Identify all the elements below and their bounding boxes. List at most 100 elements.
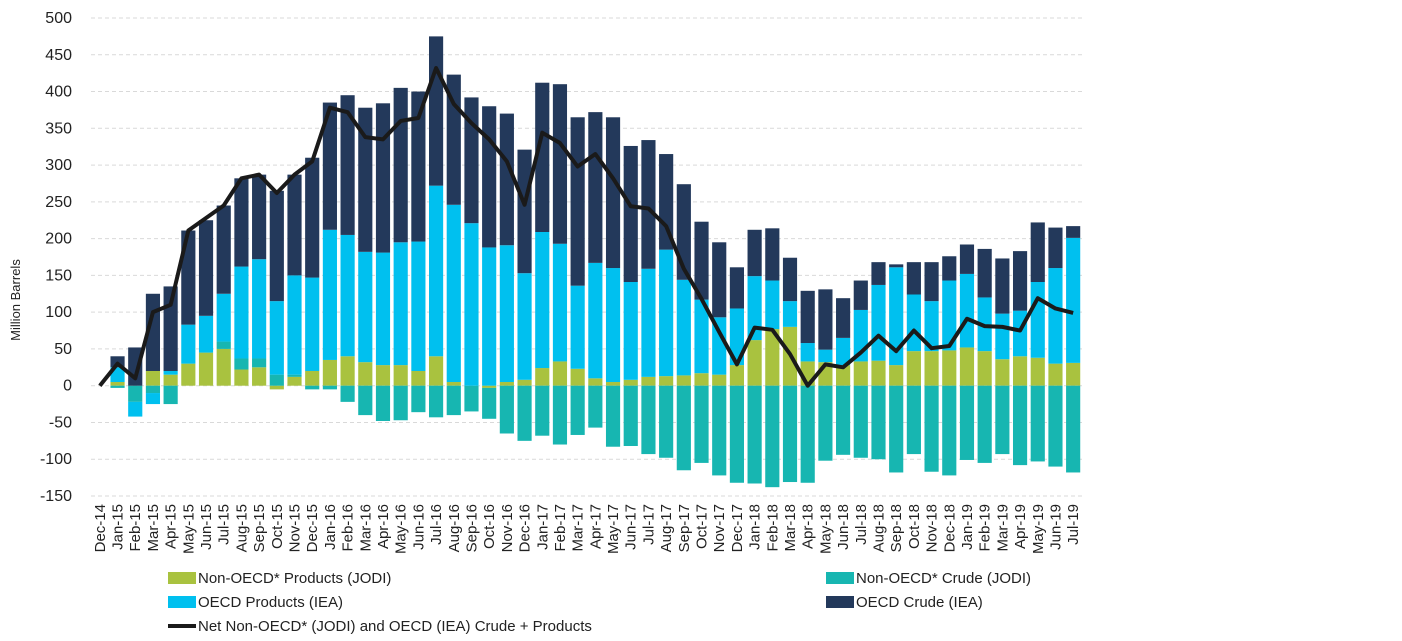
y-tick-label: 200 [45,231,72,248]
bar-segment [871,262,886,285]
x-tick-label: Feb-19 [977,504,994,552]
bar-segment [552,385,568,445]
bar-segment [252,358,267,368]
bar-segment [287,376,302,386]
y-axis-label: Million Barrels [8,259,23,341]
bar-segment [747,229,762,277]
bar-segment [517,149,532,274]
y-tick-label: 400 [45,84,72,101]
bar-segment [482,247,497,386]
bar-segment [429,185,444,357]
bar-segment [836,365,851,386]
y-tick-label: 150 [45,267,72,284]
x-tick-label: Mar-19 [994,504,1011,552]
bar-segment [889,267,904,366]
bar-segment [871,284,886,361]
bar-segment [712,374,727,386]
x-tick-label: Dec-15 [304,504,321,552]
bar-segment [995,359,1010,386]
bar-segment [411,241,426,371]
bar-segment [411,385,426,413]
x-tick-label: Dec-17 [729,504,746,552]
bar-segment [659,376,674,386]
x-tick-label: Jan-15 [110,504,127,550]
bar-segment [1048,385,1063,467]
bar-segment [570,117,585,286]
bar-segment [464,223,479,386]
bar-segment [889,264,904,268]
bar-segment [623,379,638,386]
bar-segment [853,361,868,386]
bar-segment [375,385,391,421]
x-tick-label: Jun-17 [623,504,640,550]
bar-segment [977,385,992,463]
bar-segment [446,204,461,383]
bar-segment [765,329,780,386]
bar-segment [641,385,656,455]
bar-segment [1012,385,1028,466]
bar-segment [605,385,621,447]
bar-segment [145,393,161,405]
bar-segment [216,348,231,386]
bar-segment [800,343,815,362]
bar-segment [393,385,408,421]
bar-segment [906,262,921,295]
x-tick-label: Feb-18 [764,504,781,552]
bar-segment [836,337,851,366]
bar-segment [694,385,709,463]
x-tick-label: Jan-18 [747,504,764,550]
bar-segment [287,374,302,377]
bar-segment [375,252,391,366]
bar-segment [588,378,603,386]
bar-segment [216,341,231,349]
bar-segment [552,243,568,362]
bar-segment [782,257,798,302]
x-tick-label: Jun-19 [1047,504,1064,550]
bar-segment [429,36,444,186]
bar-segment [995,313,1010,360]
bar-segment [588,385,603,428]
x-tick-label: Mar-15 [145,504,162,552]
x-tick-label: May-18 [817,504,834,554]
bar-segment [959,244,975,274]
bar-segment [305,385,320,390]
bar-segment [340,385,355,402]
bar-segment [782,385,798,483]
x-tick-label: Apr-17 [587,504,604,549]
x-tick-label: Oct-17 [694,504,711,549]
bar-segment [906,385,921,455]
bar-segment [1030,282,1045,358]
bar-segment [836,385,851,455]
bar-segment [198,352,214,386]
x-tick-label: Sep-18 [888,504,905,552]
bar-segment [729,365,744,386]
legend-swatch [168,596,196,608]
bar-segment [623,145,638,283]
bar-segment [977,351,992,386]
bar-segment [340,95,355,235]
bar-segment [605,382,621,386]
bar-segment [482,387,497,419]
bar-segment [800,290,815,344]
x-tick-label: Feb-15 [127,504,144,552]
bar-segment [570,385,585,435]
bar-segment [1066,237,1081,363]
bar-segment [747,276,762,341]
x-tick-label: Jan-19 [959,504,976,550]
bar-segment [871,385,886,460]
bar-segment [676,375,691,386]
bar-segment [305,370,320,386]
bar-segment [1048,227,1063,269]
bar-segment [234,266,249,359]
bar-segment [163,374,178,386]
x-tick-label: Mar-17 [570,504,587,552]
bar-segment [216,205,231,294]
bar-segment [659,385,674,458]
x-tick-label: Feb-16 [340,504,357,552]
bar-segment [924,301,939,352]
bar-segment [517,385,532,441]
bar-segment [800,385,815,483]
x-tick-label: Nov-17 [711,504,728,552]
bar-segment [499,245,514,383]
bar-segment [499,385,514,434]
